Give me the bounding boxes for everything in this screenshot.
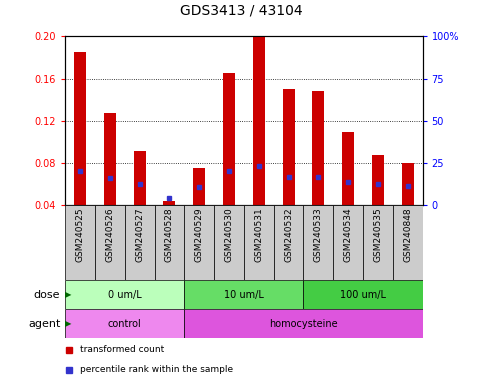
Text: transformed count: transformed count: [80, 345, 164, 354]
Bar: [313, 91, 325, 205]
Bar: [342, 131, 354, 205]
Bar: [363, 205, 393, 280]
Bar: [125, 205, 155, 280]
Bar: [253, 36, 265, 205]
Text: GSM240530: GSM240530: [225, 208, 233, 262]
Bar: [193, 169, 205, 205]
Text: GSM240848: GSM240848: [403, 208, 412, 262]
Text: GSM240532: GSM240532: [284, 208, 293, 262]
Bar: [333, 205, 363, 280]
Bar: [283, 89, 295, 205]
Bar: [303, 205, 333, 280]
Text: 10 um/L: 10 um/L: [224, 290, 264, 300]
Text: homocysteine: homocysteine: [269, 318, 338, 329]
Bar: [104, 113, 116, 205]
Text: GSM240533: GSM240533: [314, 208, 323, 262]
Text: 0 um/L: 0 um/L: [108, 290, 142, 300]
Text: GSM240526: GSM240526: [105, 208, 114, 262]
Bar: [223, 73, 235, 205]
Bar: [185, 280, 303, 309]
Bar: [402, 163, 414, 205]
Bar: [274, 205, 303, 280]
Text: ▶: ▶: [65, 319, 71, 328]
Text: GDS3413 / 43104: GDS3413 / 43104: [180, 3, 303, 18]
Text: agent: agent: [28, 318, 60, 329]
Bar: [65, 205, 95, 280]
Text: GSM240535: GSM240535: [373, 208, 383, 262]
Bar: [65, 280, 185, 309]
Text: GSM240528: GSM240528: [165, 208, 174, 262]
Bar: [214, 205, 244, 280]
Text: 100 um/L: 100 um/L: [340, 290, 386, 300]
Text: GSM240525: GSM240525: [76, 208, 85, 262]
Bar: [372, 155, 384, 205]
Text: percentile rank within the sample: percentile rank within the sample: [80, 365, 233, 374]
Bar: [134, 151, 146, 205]
Text: control: control: [108, 318, 142, 329]
Bar: [303, 280, 423, 309]
Bar: [244, 205, 274, 280]
Text: GSM240534: GSM240534: [344, 208, 353, 262]
Bar: [155, 205, 185, 280]
Bar: [74, 52, 86, 205]
Bar: [185, 205, 214, 280]
Bar: [185, 309, 423, 338]
Text: GSM240527: GSM240527: [135, 208, 144, 262]
Text: ▶: ▶: [65, 290, 71, 299]
Bar: [163, 201, 175, 205]
Bar: [95, 205, 125, 280]
Bar: [65, 309, 185, 338]
Bar: [393, 205, 423, 280]
Text: GSM240531: GSM240531: [255, 208, 263, 262]
Text: dose: dose: [34, 290, 60, 300]
Text: GSM240529: GSM240529: [195, 208, 204, 262]
